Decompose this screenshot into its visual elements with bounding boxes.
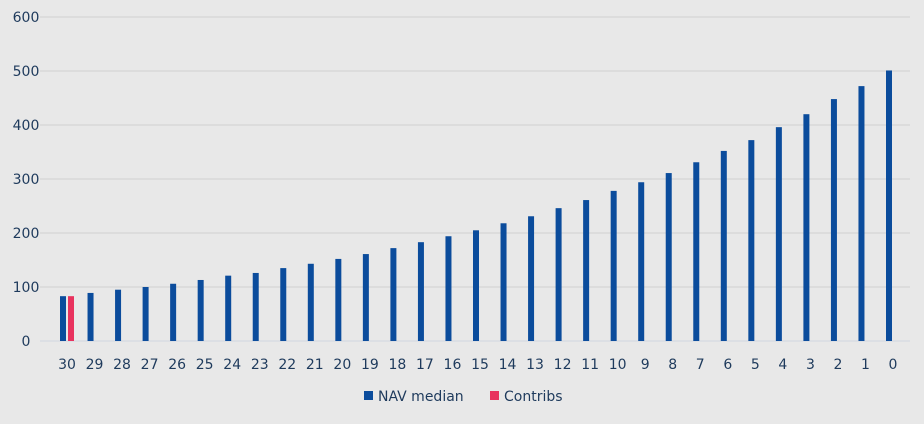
x-tick-label: 5 <box>751 357 760 373</box>
bar-nav-median-0 <box>886 70 892 342</box>
bar-nav-median-22 <box>280 268 287 341</box>
x-tick-label: 7 <box>696 357 705 373</box>
bar-nav-median-14 <box>500 223 507 341</box>
bar-nav-median-9 <box>638 182 645 341</box>
bar-nav-median-18 <box>390 248 397 341</box>
x-tick-label: 30 <box>58 357 76 373</box>
bar-nav-median-6 <box>720 150 727 341</box>
x-tick-label: 4 <box>778 357 787 373</box>
y-tick-label: 0 <box>22 334 31 350</box>
y-tick-label: 200 <box>13 226 40 242</box>
bar-nav-median-17 <box>417 242 424 341</box>
x-tick-label: 29 <box>86 357 104 373</box>
bar-nav-median-5 <box>748 140 755 341</box>
bar-nav-median-21 <box>307 263 314 341</box>
x-tick-label: 10 <box>609 357 627 373</box>
bar-nav-median-12 <box>555 208 562 341</box>
x-tick-label: 24 <box>223 357 241 373</box>
bar-nav-median-30 <box>60 296 66 341</box>
bar-nav-median-4 <box>775 127 782 341</box>
x-tick-label: 14 <box>499 357 517 373</box>
x-axis-ticks: 30 29 28 27 26 25 24 23 22 21 20 19 18 17 16 15 14 13 12 11… <box>58 357 897 373</box>
x-tick-label: 21 <box>306 357 324 373</box>
bar-nav-median-3 <box>803 114 810 341</box>
x-tick-label: 1 <box>861 357 870 373</box>
x-tick-label: 13 <box>526 357 544 373</box>
legend: NAV median Contribs <box>364 389 563 405</box>
bar-nav-median-24 <box>225 275 232 341</box>
legend-swatch-contribs <box>490 391 499 400</box>
bar-nav-median-29 <box>87 292 94 341</box>
x-tick-label: 11 <box>581 357 599 373</box>
x-tick-label: 17 <box>416 357 434 373</box>
x-tick-label: 27 <box>141 357 159 373</box>
bar-nav-median-19 <box>362 254 369 341</box>
bar-nav-median-7 <box>693 162 700 341</box>
bar-nav-median-2 <box>830 99 837 341</box>
x-tick-label: 8 <box>668 357 677 373</box>
bar-nav-median-8 <box>665 173 672 341</box>
x-tick-label: 20 <box>333 357 351 373</box>
x-tick-label: 25 <box>196 357 214 373</box>
bar-contribs-30 <box>68 296 74 341</box>
x-tick-label: 16 <box>444 357 462 373</box>
y-tick-label: 300 <box>13 172 40 188</box>
y-tick-label: 100 <box>13 280 40 296</box>
bar-nav-median-23 <box>252 272 259 341</box>
x-tick-label: 19 <box>361 357 379 373</box>
bars <box>60 70 892 342</box>
x-tick-label: 0 <box>889 357 898 373</box>
y-tick-label: 500 <box>13 64 40 80</box>
y-axis-ticks: 0 100 200 300 400 500 600 <box>13 10 40 350</box>
x-tick-label: 9 <box>641 357 650 373</box>
bar-nav-median-27 <box>142 287 149 341</box>
bar-nav-median-13 <box>528 216 535 341</box>
x-tick-label: 28 <box>113 357 131 373</box>
x-tick-label: 15 <box>471 357 489 373</box>
bar-nav-median-20 <box>335 258 342 341</box>
bar-nav-median-10 <box>610 190 617 341</box>
bar-nav-median-15 <box>473 230 479 341</box>
x-tick-label: 18 <box>388 357 406 373</box>
y-tick-label: 400 <box>13 118 40 134</box>
x-tick-label: 6 <box>723 357 732 373</box>
bar-nav-median-28 <box>115 289 122 341</box>
y-tick-label: 600 <box>13 10 40 26</box>
x-tick-label: 2 <box>833 357 842 373</box>
x-tick-label: 12 <box>554 357 572 373</box>
legend-label-nav-median: NAV median <box>378 389 464 405</box>
bar-nav-median-25 <box>197 279 204 341</box>
bar-nav-median-26 <box>170 283 177 341</box>
legend-swatch-nav-median <box>364 391 373 400</box>
bar-nav-median-1 <box>858 86 865 342</box>
bar-nav-median-16 <box>445 236 452 341</box>
legend-label-contribs: Contribs <box>504 389 563 405</box>
bar-nav-median-11 <box>583 200 590 341</box>
x-tick-label: 26 <box>168 357 186 373</box>
x-tick-label: 23 <box>251 357 269 373</box>
x-tick-label: 22 <box>278 357 296 373</box>
x-tick-label: 3 <box>806 357 815 373</box>
